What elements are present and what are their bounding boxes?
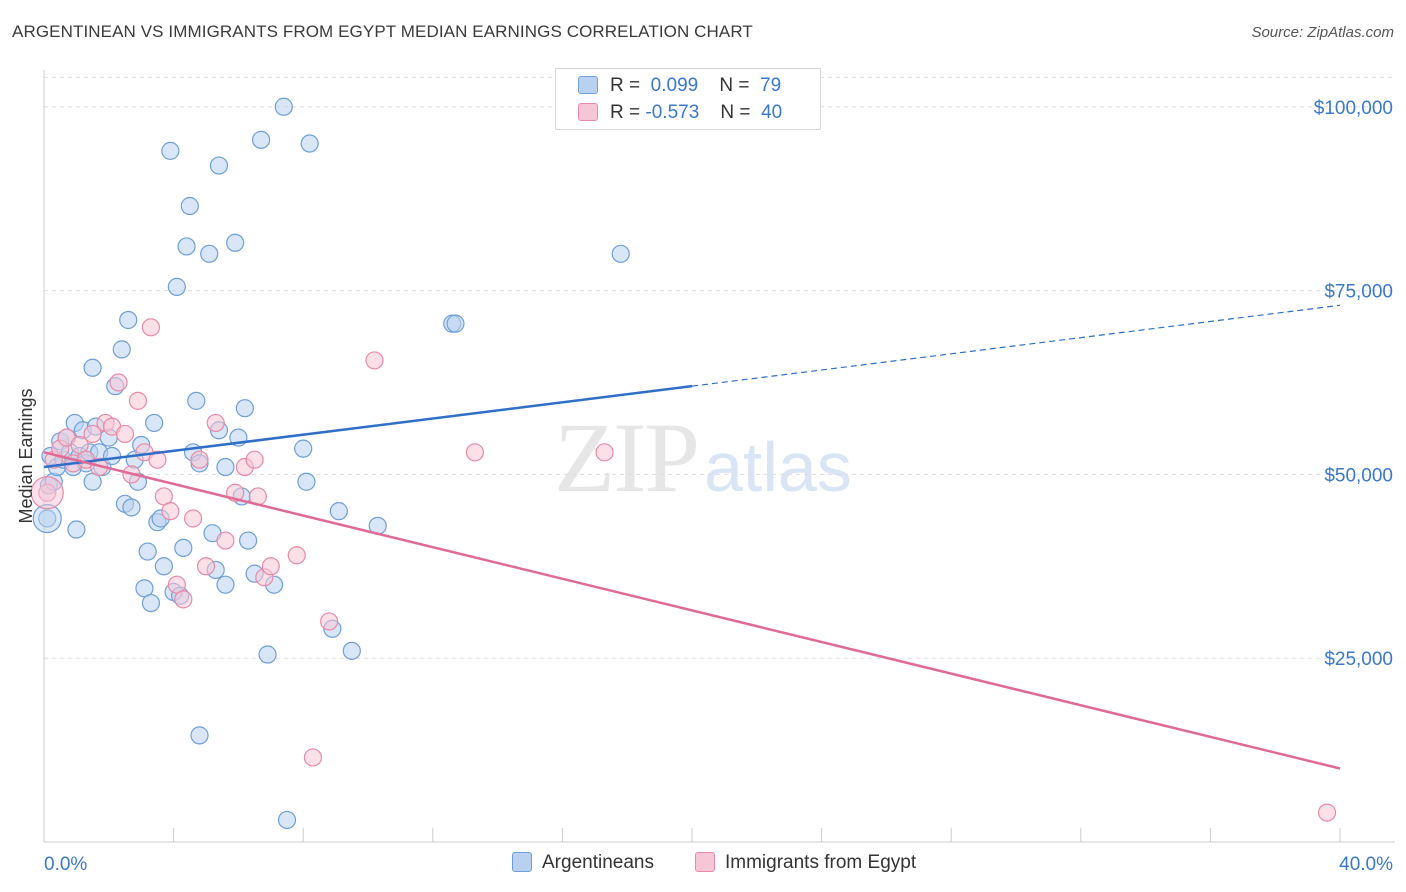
point-egypt: [206, 413, 225, 433]
bottom-legend-label: Immigrants from Egypt: [725, 852, 917, 873]
legend-n-label: N =: [719, 75, 750, 96]
point-egypt: [83, 424, 102, 444]
watermark-atlas: atlas: [704, 428, 852, 506]
trendline-egypt: [43, 451, 1341, 770]
large-point-egypt: [30, 476, 64, 510]
watermark: ZIPatlas: [554, 400, 852, 515]
point-egypt: [196, 557, 216, 576]
points-layer: [30, 97, 1337, 830]
y-tick-label: $50,000: [1324, 465, 1393, 486]
point-egypt: [148, 450, 167, 469]
point-egypt: [1317, 803, 1337, 822]
point-argentineans: [200, 244, 219, 263]
point-egypt: [465, 443, 485, 462]
point-argentineans: [161, 141, 180, 160]
point-argentineans: [277, 810, 297, 830]
point-egypt: [303, 748, 323, 767]
point-egypt: [115, 424, 135, 444]
point-argentineans: [83, 358, 102, 377]
legend-row-argentineans: R = 0.099 N = 79: [578, 75, 781, 101]
legend-row-egypt: R = -0.573 N = 40: [578, 102, 782, 128]
point-argentineans: [258, 645, 277, 664]
point-egypt: [261, 557, 280, 576]
source-credit: Source: ZipAtlas.com: [1251, 24, 1394, 41]
legend-r-label: R =: [610, 75, 641, 96]
point-argentineans: [177, 237, 196, 256]
y-axis-title: Median Earnings: [16, 388, 36, 523]
legend-swatch-pink: [578, 103, 598, 121]
point-argentineans: [611, 244, 630, 263]
point-argentineans: [216, 457, 235, 477]
point-argentineans: [141, 593, 161, 613]
point-egypt: [183, 509, 203, 528]
point-argentineans: [274, 97, 293, 116]
point-argentineans: [174, 538, 193, 558]
point-argentineans: [138, 542, 157, 561]
point-egypt: [161, 502, 180, 521]
trendline-argentineans: [43, 384, 693, 469]
point-argentineans: [187, 391, 206, 410]
point-argentineans: [112, 340, 131, 359]
point-argentineans: [300, 134, 319, 153]
legend-r-value: 0.099: [650, 75, 699, 96]
trend-layer: [43, 304, 1341, 770]
legend-swatch-blue: [578, 76, 598, 94]
point-argentineans: [190, 726, 209, 745]
point-egypt: [128, 391, 148, 410]
y-tick-label: $25,000: [1324, 649, 1393, 670]
y-tick-label: $100,000: [1314, 98, 1393, 119]
bottom-legend-label: Argentineans: [542, 852, 654, 873]
point-argentineans: [154, 557, 173, 576]
point-egypt: [595, 443, 614, 462]
point-argentineans: [329, 502, 348, 521]
legend-n-label: N =: [720, 102, 751, 123]
point-egypt: [365, 351, 384, 370]
y-tick-label: $75,000: [1324, 282, 1393, 303]
point-egypt: [109, 373, 128, 392]
label-layer: $25,000 $50,000 $75,000 $100,000 0.0% 40.0% Me…: [16, 98, 1393, 875]
point-argentineans: [235, 399, 254, 418]
point-egypt: [287, 546, 306, 565]
point-argentineans: [122, 498, 141, 517]
point-egypt: [245, 450, 264, 469]
x-tick-label: 0.0%: [44, 854, 87, 875]
point-egypt: [216, 531, 235, 550]
point-egypt: [190, 450, 209, 469]
point-egypt: [174, 590, 193, 609]
point-argentineans: [180, 196, 199, 216]
trendline-argentineans-projection: [691, 304, 1341, 387]
legend-r-value: -0.573: [645, 102, 700, 123]
bottom-legend-egypt: Immigrants from Egypt: [695, 852, 916, 874]
point-argentineans: [209, 156, 229, 175]
point-argentineans: [342, 641, 361, 660]
point-argentineans: [239, 531, 258, 550]
point-argentineans: [446, 314, 465, 333]
bottom-legend-swatch-blue: [512, 852, 532, 872]
point-argentineans: [297, 472, 316, 491]
point-argentineans: [67, 520, 86, 539]
bottom-legend-argentineans: Argentineans: [512, 852, 654, 874]
point-egypt: [320, 612, 339, 631]
point-argentineans: [145, 413, 164, 433]
legend-n-value: 79: [760, 75, 782, 96]
chart-title: ARGENTINEAN VS IMMIGRANTS FROM EGYPT MED…: [12, 22, 753, 41]
watermark-zip: ZIP: [554, 402, 700, 513]
point-argentineans: [226, 233, 245, 252]
point-argentineans: [167, 277, 186, 296]
point-argentineans: [216, 575, 235, 594]
correlation-legend: R = 0.099 N = 79 R = -0.573 N = 40: [555, 68, 821, 130]
legend-n-value: 40: [761, 102, 783, 123]
point-argentineans: [119, 310, 138, 330]
point-argentineans: [294, 439, 313, 458]
point-argentineans: [251, 130, 271, 149]
legend-r-label: R =: [610, 102, 641, 123]
x-tick-label: 40.0%: [1339, 854, 1393, 875]
bottom-legend-swatch-pink: [695, 852, 715, 872]
point-egypt: [141, 318, 161, 337]
